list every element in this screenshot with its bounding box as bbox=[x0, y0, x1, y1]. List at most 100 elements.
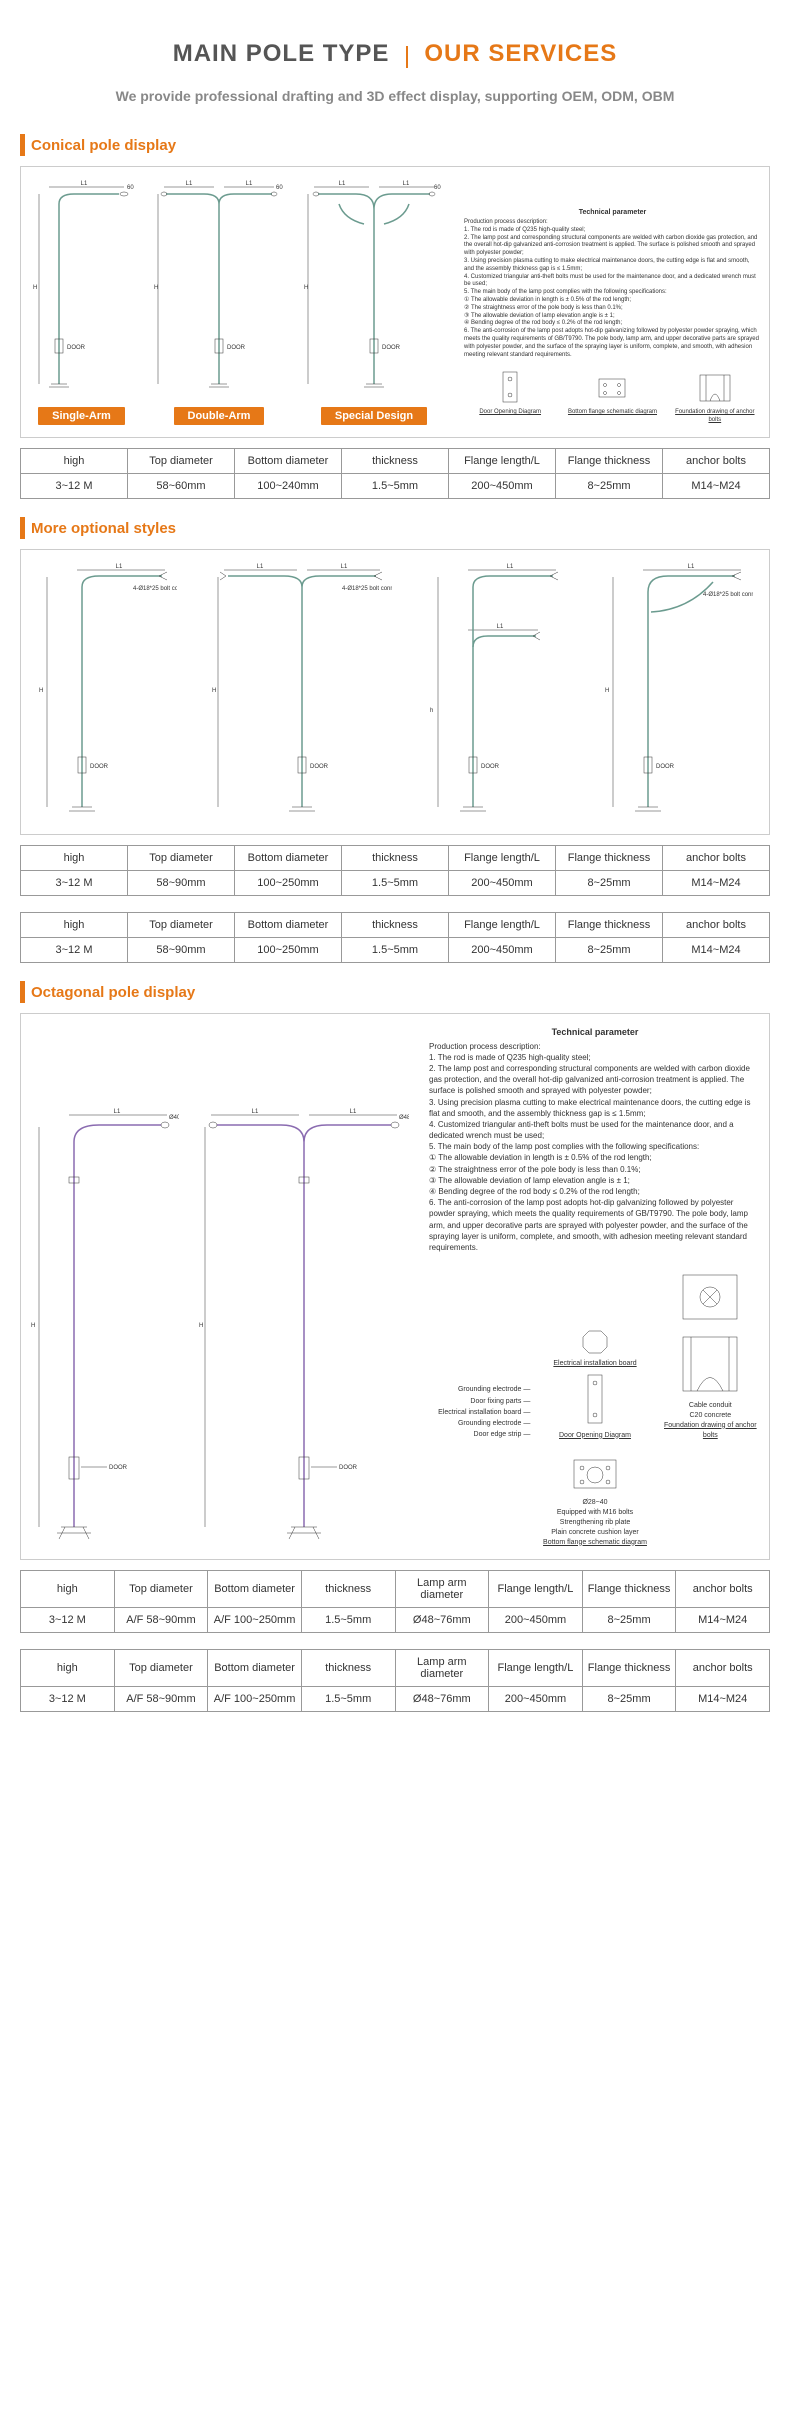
svg-text:H: H bbox=[33, 285, 37, 291]
section-conical: Conical pole display L1 H 60 DOOR Single… bbox=[20, 134, 770, 499]
svg-text:4-Ø18*25 bolt connection: 4-Ø18*25 bolt connection bbox=[133, 586, 177, 592]
octagonal-foundation-row-2: Ø28~40 Equipped with M16 bolts Strengthe… bbox=[429, 1446, 761, 1547]
foundation-label: Foundation drawing of anchor bolts bbox=[660, 1421, 761, 1441]
svg-text:4-Ø18*25 bolt connection: 4-Ø18*25 bolt connection bbox=[703, 592, 753, 598]
foundation-label: Door Opening Diagram bbox=[544, 1431, 645, 1441]
svg-text:h: h bbox=[430, 708, 433, 714]
foundation-label: Electrical installation board bbox=[544, 1359, 645, 1369]
tp-line: ① The allowable deviation in length is ±… bbox=[464, 297, 761, 305]
table-cell: 200~450mm bbox=[449, 474, 556, 499]
svg-text:L1: L1 bbox=[403, 181, 410, 187]
table-cell: M14~M24 bbox=[676, 1687, 770, 1712]
table-header: anchor bolts bbox=[676, 1571, 770, 1608]
table-cell: 3~12 M bbox=[21, 938, 128, 963]
table-header: high bbox=[21, 846, 128, 871]
tp-line: ① The allowable deviation in length is ±… bbox=[429, 1152, 761, 1163]
table-cell: 1.5~5mm bbox=[342, 871, 449, 896]
anno: Plain concrete cushion layer bbox=[429, 1528, 761, 1538]
svg-text:L1: L1 bbox=[339, 181, 346, 187]
table-header: Top diameter bbox=[128, 846, 235, 871]
svg-text:H: H bbox=[212, 688, 216, 694]
optional-pole-1-svg: L1 H 4-Ø18*25 bolt connection DOOR bbox=[37, 562, 177, 822]
svg-text:L1: L1 bbox=[350, 1109, 357, 1115]
tp-line: 5. The main body of the lamp post compli… bbox=[464, 289, 761, 297]
section-label: Conical pole display bbox=[31, 137, 176, 154]
optional-pole-4-svg: L1 H 4-Ø18*25 bolt connection DOOR bbox=[603, 562, 753, 822]
svg-text:L1: L1 bbox=[341, 564, 348, 570]
pole-tag: Double-Arm bbox=[174, 407, 265, 425]
foundation-label: Bottom flange schematic diagram bbox=[429, 1538, 761, 1548]
table-cell: 8~25mm bbox=[582, 1608, 676, 1633]
svg-text:60: 60 bbox=[276, 185, 283, 191]
foundation-item: Ø28~40 Equipped with M16 bolts Strengthe… bbox=[429, 1446, 761, 1547]
foundation-annotations: Grounding electrode — Door fixing parts … bbox=[429, 1384, 530, 1440]
table-header: thickness bbox=[301, 1650, 395, 1687]
table-header: Flange length/L bbox=[489, 1650, 583, 1687]
table-header: Top diameter bbox=[128, 449, 235, 474]
pole-double-arm: L1 L1 H 60 DOOR Double-Arm bbox=[154, 179, 284, 425]
svg-text:DOOR: DOOR bbox=[382, 345, 401, 351]
optional-pole-3-svg: L1 L1 h DOOR bbox=[428, 562, 568, 822]
table-cell: 1.5~5mm bbox=[301, 1608, 395, 1633]
table-header: Bottom diameter bbox=[235, 449, 342, 474]
main-title: MAIN POLE TYPE OUR SERVICES bbox=[20, 40, 770, 68]
tp-line: 4. Customized triangular anti-theft bolt… bbox=[429, 1119, 761, 1141]
optional-spec-table-1: high Top diameter Bottom diameter thickn… bbox=[20, 845, 770, 896]
svg-text:DOOR: DOOR bbox=[67, 345, 86, 351]
table-row: high Top diameter Bottom diameter thickn… bbox=[21, 846, 770, 871]
anno: Electrical installation board bbox=[438, 1409, 521, 1416]
table-row: high Top diameter Bottom diameter thickn… bbox=[21, 449, 770, 474]
optional-spec-table-2: high Top diameter Bottom diameter thickn… bbox=[20, 912, 770, 963]
anno: Grounding electrode bbox=[458, 1386, 521, 1393]
table-header: Bottom diameter bbox=[235, 913, 342, 938]
svg-text:L1: L1 bbox=[506, 564, 513, 570]
svg-text:L1: L1 bbox=[496, 624, 503, 630]
octagonal-tech-text: Technical parameter Production process d… bbox=[429, 1026, 761, 1547]
table-header: high bbox=[21, 1650, 115, 1687]
table-header: Flange thickness bbox=[556, 846, 663, 871]
tp-line: 3. Using precision plasma cutting to mak… bbox=[429, 1097, 761, 1119]
svg-text:DOOR: DOOR bbox=[109, 1465, 128, 1471]
table-header: Lamp arm diameter bbox=[395, 1650, 489, 1687]
section-octagonal: Octagonal pole display L1 H Ø40 DOOR L1 bbox=[20, 981, 770, 1712]
svg-text:H: H bbox=[304, 285, 308, 291]
tp-line: 5. The main body of the lamp post compli… bbox=[429, 1141, 761, 1152]
table-cell: 1.5~5mm bbox=[342, 938, 449, 963]
foundation-item: Grounding electrode — Door fixing parts … bbox=[429, 1384, 530, 1440]
title-part2: OUR SERVICES bbox=[424, 40, 617, 67]
table-cell: 100~240mm bbox=[235, 474, 342, 499]
foundation-item: Cable conduit C20 concrete Foundation dr… bbox=[660, 1267, 761, 1440]
foundation-row: Door Opening Diagram Bottom flange schem… bbox=[464, 367, 761, 425]
table-header: high bbox=[21, 913, 128, 938]
conical-pole-row: L1 H 60 DOOR Single-Arm L1 L bbox=[29, 179, 761, 425]
table-cell: 200~450mm bbox=[489, 1608, 583, 1633]
tp-line: ④ Bending degree of the rod body ≤ 0.2% … bbox=[429, 1186, 761, 1197]
table-header: anchor bolts bbox=[663, 913, 770, 938]
tech-param-subtitle: Production process description: bbox=[464, 219, 761, 227]
octagonal-pole-row: L1 H Ø40 DOOR L1 L1 H Ø48 bbox=[29, 1026, 761, 1547]
svg-text:DOOR: DOOR bbox=[90, 764, 109, 770]
table-header: high bbox=[21, 449, 128, 474]
table-cell: 58~90mm bbox=[128, 871, 235, 896]
svg-text:H: H bbox=[39, 688, 43, 694]
table-cell: A/F 100~250mm bbox=[208, 1687, 302, 1712]
table-cell: 200~450mm bbox=[489, 1687, 583, 1712]
table-row: 3~12 M 58~90mm 100~250mm 1.5~5mm 200~450… bbox=[21, 871, 770, 896]
octagonal-spec-table-2: high Top diameter Bottom diameter thickn… bbox=[20, 1649, 770, 1712]
table-cell: 200~450mm bbox=[449, 871, 556, 896]
pole-special: L1 L1 H 60 DOOR Special Design bbox=[304, 179, 444, 425]
octagonal-pole-2-svg: L1 L1 H Ø48 DOOR bbox=[199, 1107, 409, 1547]
table-cell: 100~250mm bbox=[235, 938, 342, 963]
section-optional: More optional styles L1 H 4-Ø18*25 bolt … bbox=[20, 517, 770, 963]
table-cell: 3~12 M bbox=[21, 1687, 115, 1712]
pole-single-arm-svg: L1 H 60 DOOR bbox=[29, 179, 134, 399]
table-cell: 1.5~5mm bbox=[342, 474, 449, 499]
pole-single-arm: L1 H 60 DOOR Single-Arm bbox=[29, 179, 134, 425]
table-header: Top diameter bbox=[114, 1650, 208, 1687]
table-header: Flange length/L bbox=[449, 449, 556, 474]
svg-text:H: H bbox=[31, 1323, 35, 1329]
table-header: Flange thickness bbox=[556, 449, 663, 474]
octagonal-spec-table-1: high Top diameter Bottom diameter thickn… bbox=[20, 1570, 770, 1633]
tp-line: ③ The allowable deviation of lamp elevat… bbox=[429, 1175, 761, 1186]
table-header: thickness bbox=[342, 449, 449, 474]
